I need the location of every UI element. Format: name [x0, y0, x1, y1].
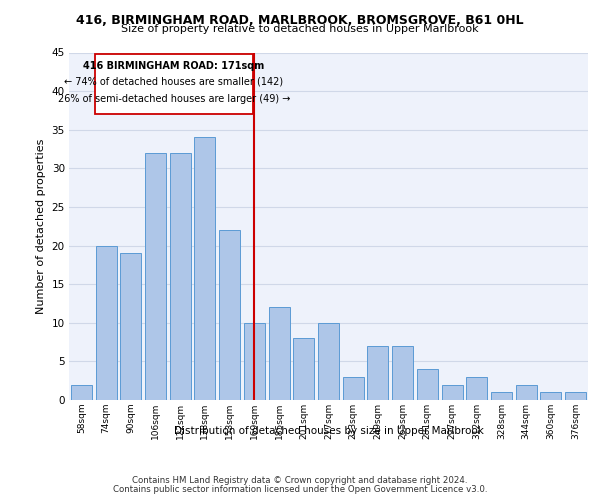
Bar	[194, 138, 215, 400]
Bar	[466, 377, 487, 400]
Text: Contains HM Land Registry data © Crown copyright and database right 2024.: Contains HM Land Registry data © Crown c…	[132, 476, 468, 485]
Bar	[367, 346, 388, 400]
Bar	[491, 392, 512, 400]
Bar	[541, 392, 562, 400]
Bar	[219, 230, 240, 400]
Bar	[120, 254, 141, 400]
Text: 26% of semi-detached houses are larger (49) →: 26% of semi-detached houses are larger (…	[58, 94, 290, 104]
Bar	[516, 384, 537, 400]
Bar	[269, 308, 290, 400]
Bar	[392, 346, 413, 400]
Bar	[318, 323, 339, 400]
Bar	[565, 392, 586, 400]
Text: Distribution of detached houses by size in Upper Marlbrook: Distribution of detached houses by size …	[174, 426, 484, 436]
Text: 416 BIRMINGHAM ROAD: 171sqm: 416 BIRMINGHAM ROAD: 171sqm	[83, 60, 265, 70]
Bar	[293, 338, 314, 400]
Bar	[170, 153, 191, 400]
Text: Contains public sector information licensed under the Open Government Licence v3: Contains public sector information licen…	[113, 484, 487, 494]
Y-axis label: Number of detached properties: Number of detached properties	[36, 138, 46, 314]
Text: 416, BIRMINGHAM ROAD, MARLBROOK, BROMSGROVE, B61 0HL: 416, BIRMINGHAM ROAD, MARLBROOK, BROMSGR…	[76, 14, 524, 27]
Bar	[95, 246, 116, 400]
Bar	[244, 323, 265, 400]
Text: ← 74% of detached houses are smaller (142): ← 74% of detached houses are smaller (14…	[64, 77, 284, 87]
Text: Size of property relative to detached houses in Upper Marlbrook: Size of property relative to detached ho…	[121, 24, 479, 34]
Bar	[71, 384, 92, 400]
FancyBboxPatch shape	[95, 54, 253, 114]
Bar	[145, 153, 166, 400]
Bar	[417, 369, 438, 400]
Bar	[442, 384, 463, 400]
Bar	[343, 377, 364, 400]
